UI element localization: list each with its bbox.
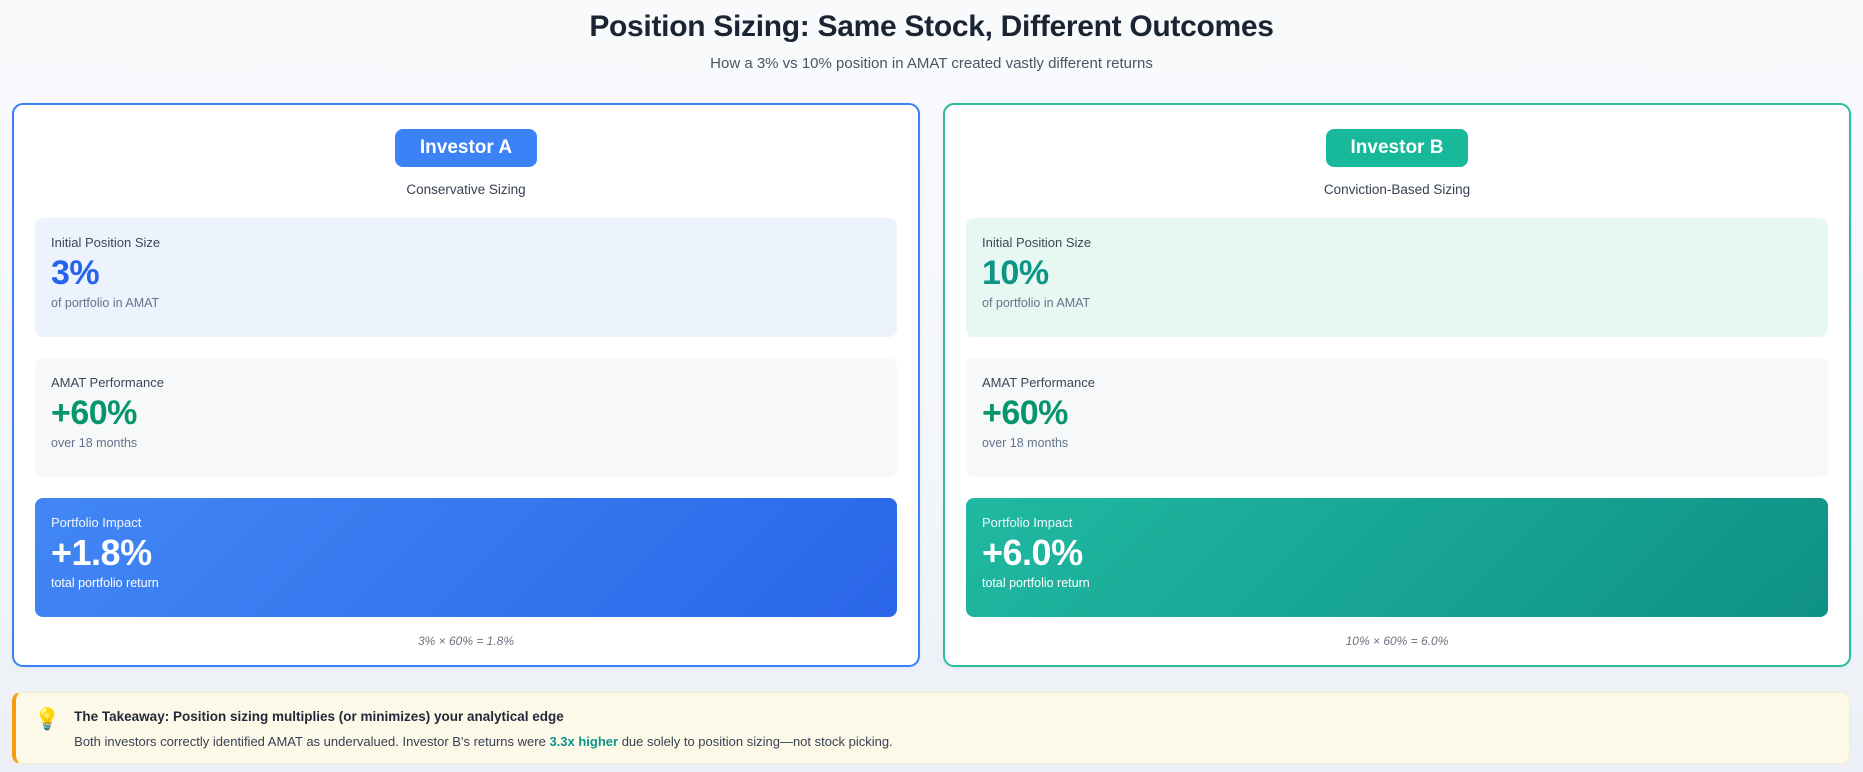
takeaway-text-suffix: due solely to position sizing—not stock … bbox=[618, 734, 893, 749]
stat-label: Portfolio Impact bbox=[51, 515, 142, 530]
formula-note: 10% × 60% = 6.0% bbox=[1345, 634, 1449, 648]
comparison-cards-row: Investor A Conservative Sizing Initial P… bbox=[12, 103, 1851, 667]
takeaway-panel: 💡 The Takeaway: Position sizing multipli… bbox=[12, 692, 1850, 764]
stat-sub: of portfolio in AMAT bbox=[982, 296, 1091, 310]
investor-a-badge-row: Investor A bbox=[35, 129, 897, 167]
investor-a-strategy-label: Conservative Sizing bbox=[406, 182, 526, 197]
stat-card-portfolio-impact: Portfolio Impact +1.8% total portfolio r… bbox=[35, 498, 897, 617]
investor-b-card: Investor B Conviction-Based Sizing Initi… bbox=[943, 103, 1851, 667]
investor-a-badge: Investor A bbox=[394, 129, 538, 167]
investor-b-badge: Investor B bbox=[1325, 129, 1469, 167]
stat-value: 3% bbox=[51, 254, 100, 292]
stat-value: +60% bbox=[982, 394, 1068, 432]
stat-card-performance: AMAT Performance +60% over 18 months bbox=[966, 358, 1828, 477]
takeaway-highlight: 3.3x higher bbox=[549, 734, 619, 749]
stat-value: 10% bbox=[982, 254, 1049, 292]
stat-card-position-size: Initial Position Size 10% of portfolio i… bbox=[966, 218, 1828, 337]
formula-note: 3% × 60% = 1.8% bbox=[417, 634, 515, 648]
page-title: Position Sizing: Same Stock, Different O… bbox=[589, 10, 1274, 43]
stat-sub: total portfolio return bbox=[982, 576, 1090, 590]
page-header: Position Sizing: Same Stock, Different O… bbox=[0, 0, 1863, 73]
takeaway-title: The Takeaway: Position sizing multiplies… bbox=[74, 709, 564, 724]
stat-value: +60% bbox=[51, 394, 137, 432]
stat-sub: of portfolio in AMAT bbox=[51, 296, 160, 310]
page-subtitle: How a 3% vs 10% position in AMAT created… bbox=[710, 55, 1153, 72]
stat-card-performance: AMAT Performance +60% over 18 months bbox=[35, 358, 897, 477]
stat-card-portfolio-impact: Portfolio Impact +6.0% total portfolio r… bbox=[966, 498, 1828, 617]
lightbulb-icon: 💡 bbox=[34, 708, 61, 731]
stat-sub: over 18 months bbox=[51, 436, 138, 450]
takeaway-content: The Takeaway: Position sizing multiplies… bbox=[74, 706, 893, 750]
stat-label: Initial Position Size bbox=[982, 235, 1092, 250]
stat-card-position-size: Initial Position Size 3% of portfolio in… bbox=[35, 218, 897, 337]
stat-label: AMAT Performance bbox=[51, 375, 164, 390]
takeaway-text: Both investors correctly identified AMAT… bbox=[74, 733, 893, 750]
investor-b-badge-row: Investor B bbox=[966, 129, 1828, 167]
stat-sub: total portfolio return bbox=[51, 576, 159, 590]
stat-sub: over 18 months bbox=[982, 436, 1069, 450]
investor-b-strategy-label: Conviction-Based Sizing bbox=[1323, 182, 1471, 197]
investor-a-card: Investor A Conservative Sizing Initial P… bbox=[12, 103, 920, 667]
stat-value: +1.8% bbox=[51, 532, 152, 573]
stat-label: AMAT Performance bbox=[982, 375, 1095, 390]
stat-value: +6.0% bbox=[982, 532, 1083, 573]
stat-label: Portfolio Impact bbox=[982, 515, 1073, 530]
takeaway-text-prefix: Both investors correctly identified AMAT… bbox=[74, 734, 550, 749]
stat-label: Initial Position Size bbox=[51, 235, 161, 250]
